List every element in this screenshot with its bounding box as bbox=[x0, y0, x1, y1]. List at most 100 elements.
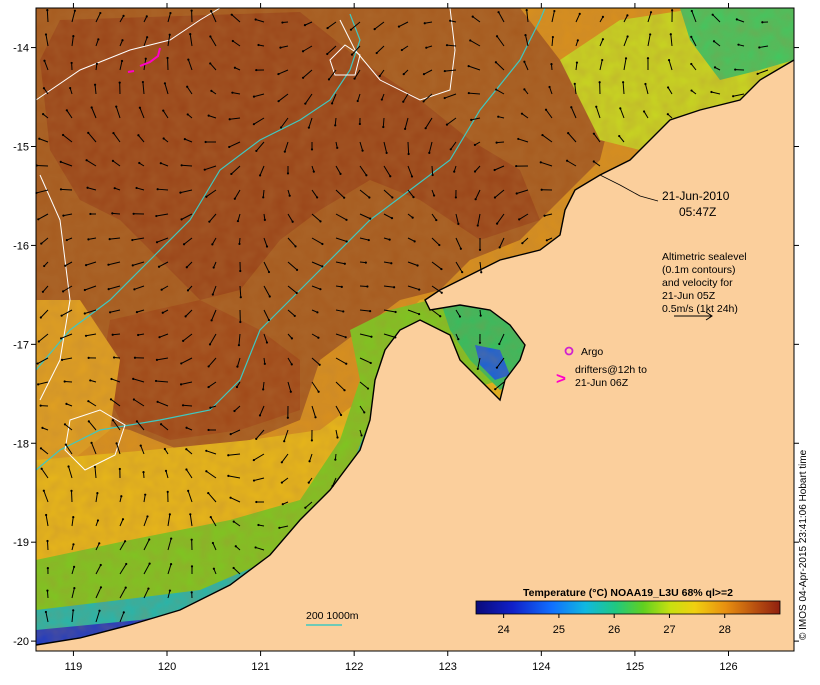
velocity-arrow-head bbox=[259, 414, 261, 416]
velocity-arrow-head bbox=[423, 73, 425, 75]
velocity-arrow-head bbox=[41, 427, 43, 429]
velocity-arrow-head bbox=[579, 13, 581, 15]
velocity-arrow-head bbox=[319, 220, 321, 222]
velocity-arrow-head bbox=[170, 563, 172, 565]
velocity-arrow-head bbox=[66, 239, 68, 241]
velocity-arrow-head bbox=[257, 524, 259, 526]
velocity-arrow-head bbox=[595, 106, 597, 108]
velocity-arrow-head bbox=[496, 142, 498, 144]
velocity-arrow-head bbox=[317, 337, 319, 339]
velocity-arrow-head bbox=[113, 356, 115, 358]
velocity-arrow-head bbox=[89, 379, 91, 381]
velocity-arrow-head bbox=[157, 401, 159, 403]
velocity-arrow-head bbox=[294, 245, 296, 247]
lon-label: 125 bbox=[626, 661, 644, 673]
velocity-arrow-head bbox=[227, 475, 229, 477]
velocity-arrow-head bbox=[296, 292, 298, 294]
velocity-arrow-head bbox=[234, 198, 236, 200]
velocity-arrow-head bbox=[326, 53, 328, 55]
velocity-arrow-head bbox=[459, 315, 461, 317]
velocity-arrow-head bbox=[161, 289, 163, 291]
velocity-arrow-head bbox=[732, 95, 734, 97]
velocity-arrow-head bbox=[266, 341, 268, 343]
velocity-arrow-head bbox=[205, 470, 207, 472]
velocity-arrow-head bbox=[710, 91, 712, 93]
velocity-arrow-head bbox=[296, 269, 298, 271]
velocity-arrow-head bbox=[691, 10, 693, 12]
velocity-arrow-head bbox=[369, 218, 371, 220]
velocity-arrow-head bbox=[418, 288, 420, 290]
velocity-arrow-head bbox=[365, 262, 367, 264]
velocity-arrow-head bbox=[480, 315, 482, 317]
velocity-arrow-head bbox=[545, 109, 547, 111]
velocity-arrow-head bbox=[72, 543, 74, 545]
velocity-arrow-head bbox=[121, 39, 123, 41]
velocity-arrow-head bbox=[85, 264, 87, 266]
velocity-arrow-head bbox=[714, 66, 716, 68]
velocity-arrow-head bbox=[495, 88, 497, 90]
velocity-arrow-head bbox=[357, 100, 359, 102]
velocity-arrow-head bbox=[137, 334, 139, 336]
velocity-arrow-head bbox=[457, 338, 459, 340]
velocity-arrow-head bbox=[311, 439, 313, 441]
velocity-arrow-head bbox=[146, 15, 148, 17]
velocity-arrow-head bbox=[208, 115, 210, 117]
velocity-arrow-head bbox=[100, 586, 102, 588]
velocity-arrow-head bbox=[644, 83, 646, 85]
velocity-arrow-head bbox=[376, 52, 378, 54]
velocity-arrow-head bbox=[166, 57, 168, 59]
lat-label: -16 bbox=[13, 240, 29, 252]
velocity-arrow-head bbox=[209, 407, 211, 409]
velocity-arrow-head bbox=[444, 97, 446, 99]
velocity-arrow-head bbox=[210, 516, 212, 518]
velocity-arrow-head bbox=[155, 215, 157, 217]
velocity-arrow-head bbox=[205, 196, 207, 198]
velocity-arrow-head bbox=[133, 213, 135, 215]
velocity-arrow-head bbox=[345, 336, 347, 338]
velocity-arrow-head bbox=[169, 12, 171, 14]
velocity-arrow-head bbox=[395, 311, 397, 313]
velocity-arrow-head bbox=[115, 442, 117, 444]
velocity-arrow-head bbox=[457, 223, 459, 225]
velocity-arrow bbox=[432, 166, 433, 175]
altimetry-line-5: 0.5m/s (1kt 24h) bbox=[662, 303, 738, 315]
velocity-arrow-head bbox=[90, 442, 92, 444]
velocity-arrow-head bbox=[496, 222, 498, 224]
velocity-arrow-head bbox=[239, 270, 241, 272]
colorbar-tick-label: 27 bbox=[663, 624, 675, 636]
velocity-arrow-head bbox=[187, 113, 189, 115]
velocity-arrow-head bbox=[236, 366, 238, 368]
velocity-arrow-head bbox=[279, 47, 281, 49]
velocity-arrow-head bbox=[281, 461, 283, 463]
velocity-arrow-head bbox=[690, 63, 692, 65]
velocity-arrow-head bbox=[133, 288, 135, 290]
velocity-arrow-head bbox=[425, 47, 427, 49]
velocity-arrow-head bbox=[227, 454, 229, 456]
velocity-arrow-head bbox=[107, 264, 109, 266]
velocity-arrow-head bbox=[184, 138, 186, 140]
velocity-arrow-head bbox=[213, 266, 215, 268]
velocity-arrow-head bbox=[526, 9, 528, 11]
velocity-arrow-head bbox=[180, 362, 182, 364]
velocity-arrow-head bbox=[255, 501, 257, 503]
velocity-arrow-head bbox=[668, 59, 670, 61]
velocity-arrow-head bbox=[546, 239, 548, 241]
velocity-arrow-head bbox=[98, 610, 100, 612]
velocity-arrow-head bbox=[157, 188, 159, 190]
velocity-arrow-head bbox=[231, 14, 233, 16]
velocity-arrow-head bbox=[109, 311, 111, 313]
velocity-arrow-head bbox=[422, 100, 424, 102]
velocity-arrow-head bbox=[125, 563, 127, 565]
lon-label: 120 bbox=[158, 661, 176, 673]
velocity-arrow-head bbox=[359, 123, 361, 125]
velocity-arrow-head bbox=[540, 161, 542, 163]
velocity-arrow-head bbox=[186, 266, 188, 268]
velocity-arrow bbox=[360, 286, 367, 287]
velocity-arrow-head bbox=[136, 311, 138, 313]
lon-label: 124 bbox=[532, 661, 550, 673]
credit-text: © IMOS 04-Apr-2015 23:41:06 Hobart time bbox=[798, 450, 809, 640]
velocity-arrow-head bbox=[321, 265, 323, 267]
velocity-arrow-head bbox=[432, 174, 434, 176]
velocity-arrow-head bbox=[69, 87, 71, 89]
velocity-arrow-head bbox=[360, 434, 362, 436]
